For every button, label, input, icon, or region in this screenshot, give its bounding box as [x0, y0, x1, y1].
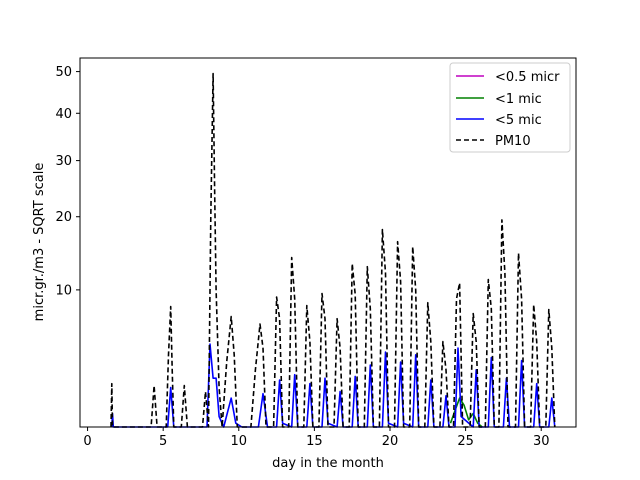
x-tick-label: 5: [159, 434, 167, 449]
y-axis-label: micr.gr./m3 - SQRT scale: [32, 163, 47, 322]
legend-label-series-1: <1 mic: [495, 92, 542, 107]
y-axis-ticks: 10 20 30 40 50: [55, 65, 80, 298]
series-layer: [110, 72, 556, 428]
legend-entry-series-2: <5 mic: [456, 113, 542, 128]
legend-label-series-0: <0.5 micr: [495, 70, 560, 85]
x-tick-label: 15: [306, 434, 323, 449]
axes-frame: [79, 57, 577, 428]
legend-entry-series-3: PM10: [456, 134, 531, 149]
y-tick-label: 20: [55, 210, 72, 225]
y-tick-label: 10: [55, 283, 72, 298]
legend-label-series-3: PM10: [495, 134, 531, 149]
x-axis-ticks: 0 5 10 15 20 25 30: [83, 427, 549, 449]
legend: <0.5 micr <1 mic <5 mic PM10: [449, 62, 571, 153]
x-tick-label: 10: [231, 434, 248, 449]
y-tick-label: 40: [55, 107, 72, 122]
legend-entry-series-1: <1 mic: [456, 92, 542, 107]
x-tick-label: 0: [83, 434, 91, 449]
legend-frame: [449, 62, 571, 153]
series-line-3: [110, 72, 556, 428]
y-tick-label: 30: [55, 154, 72, 169]
legend-entry-series-0: <0.5 micr: [456, 70, 560, 85]
x-tick-label: 20: [382, 434, 399, 449]
y-tick-label: 50: [55, 65, 72, 80]
legend-label-series-2: <5 mic: [495, 113, 542, 128]
x-axis-label: day in the month: [272, 456, 384, 471]
x-tick-label: 25: [457, 434, 474, 449]
x-tick-label: 30: [533, 434, 550, 449]
